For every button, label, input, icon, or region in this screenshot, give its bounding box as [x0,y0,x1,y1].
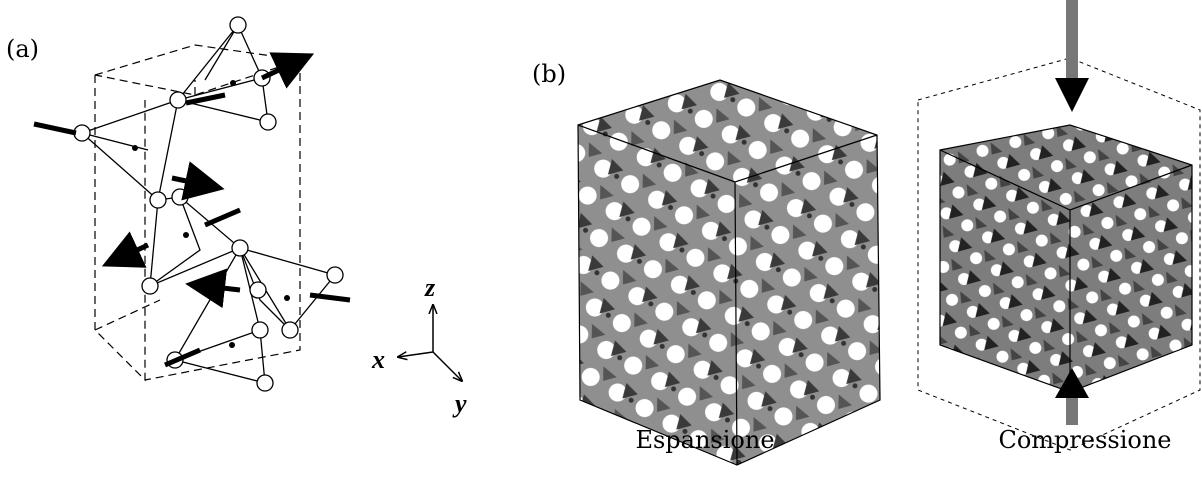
axis-label: x [371,345,385,374]
caption: Compressione [998,426,1171,454]
panel-label: (b) [532,60,566,88]
axis-label: y [452,389,467,418]
panel-label: (a) [6,35,39,63]
axes [398,305,462,381]
axis-label: z [424,273,436,302]
caption: Espansione [635,426,774,454]
cube-compressed [918,0,1200,450]
figure: (a) [0,0,1202,477]
cube-expanded [578,80,880,465]
panel-b: (b) Espansione Compressione [532,0,1200,465]
panel-a: (a) [6,17,467,418]
